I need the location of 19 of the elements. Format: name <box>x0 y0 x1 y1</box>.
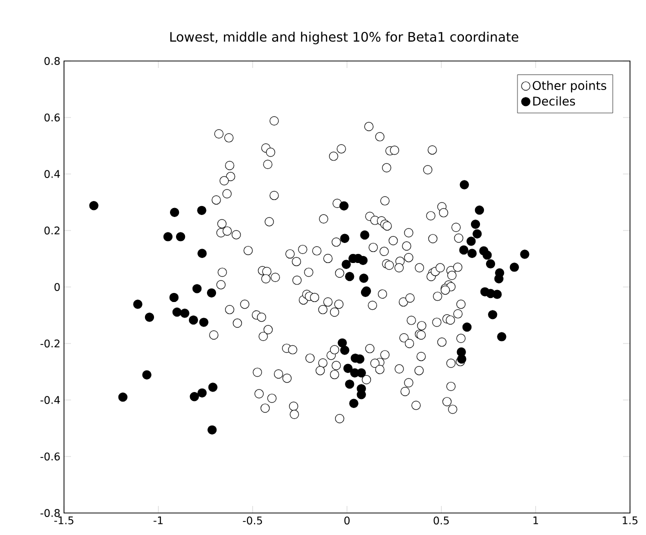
y-tick-label: 0.8 <box>44 57 60 65</box>
y-tick-label: 0.2 <box>44 226 60 234</box>
x-tick-label: 0 <box>344 516 350 524</box>
x-tick-label: 1 <box>533 516 538 524</box>
x-tick-label: 1.5 <box>622 516 638 524</box>
y-tick-label: 0.6 <box>44 114 60 122</box>
chart-title: Lowest, middle and highest 10% for Beta1 coordinate <box>170 32 518 44</box>
y-tick-label: -0.8 <box>40 509 60 517</box>
y-tick-label: -0.6 <box>40 452 60 460</box>
x-tick-label: 0.5 <box>434 516 449 524</box>
y-tick-label: 0.4 <box>44 170 60 178</box>
x-tick-label: -1 <box>154 516 163 524</box>
y-tick-label: -0.4 <box>40 396 60 404</box>
y-tick-label: -0.2 <box>40 340 60 348</box>
x-tick-label: -0.5 <box>242 516 262 524</box>
legend-label: Other points <box>532 80 606 92</box>
x-tick-label: -1.5 <box>54 516 74 524</box>
y-tick-label: 0 <box>54 283 60 291</box>
legend-label: Deciles <box>533 96 576 106</box>
